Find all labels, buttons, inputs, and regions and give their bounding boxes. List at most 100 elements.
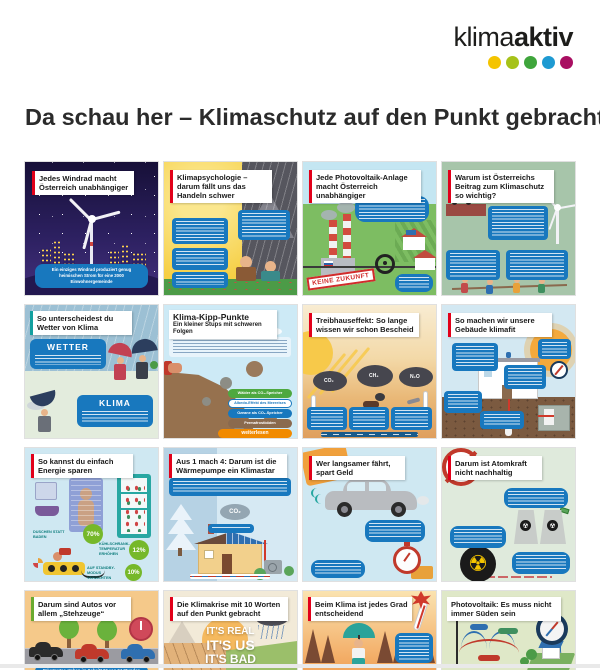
red-curve [459, 639, 519, 667]
car-blue [121, 649, 155, 659]
tile-title: Photovoltaik: Es muss nicht immer Süden … [447, 597, 561, 621]
wind-turbine-tower [556, 208, 559, 244]
text-box [172, 248, 228, 270]
gas-legend-strip [321, 432, 418, 437]
heating-pipe [538, 415, 554, 417]
person-skirt [352, 658, 365, 667]
page-title: Da schau her – Klimaschutz auf den Punkt… [25, 104, 600, 130]
infographic-grid: Ein einziges Windrad produziert genug he… [25, 162, 575, 670]
house-roof [413, 250, 436, 258]
tile-wetter-klima[interactable]: WETTER KLIMA So unterscheidest du Wetter… [25, 305, 158, 438]
tile-photovoltaik-anlage[interactable]: KEINE ZUKUNFT Jede Photovoltaik-Anlage m… [303, 162, 436, 295]
gas-label: CH₄ [369, 373, 379, 379]
solar-panel [406, 230, 416, 235]
speed-lines [311, 488, 323, 498]
compass-needle [545, 621, 559, 637]
house-roof [476, 358, 540, 362]
text-box [172, 272, 228, 288]
speech-bubble [365, 520, 425, 542]
read-more-pill[interactable]: weiterlesen [218, 429, 292, 438]
person-head [265, 261, 276, 272]
slogan-line: IT'S REAL [206, 626, 255, 637]
logo-dot-blue [542, 56, 555, 69]
speech-bubble [311, 560, 365, 578]
tile-title: Aus 1 mach 4: Darum ist die Wärmepumpe e… [169, 454, 287, 478]
shower-person-head [80, 488, 92, 500]
teal-umbrella [343, 623, 375, 638]
radiation-glyph: ☢ [549, 522, 556, 530]
text-box [504, 365, 546, 389]
tile-title: So kannst du einfach Energie sparen [31, 454, 133, 478]
stopwatch-crown [404, 542, 410, 546]
tile-title: Darum ist Atomkraft nicht nachhaltig [448, 456, 542, 480]
burnt-tree [321, 635, 335, 663]
person-head [117, 357, 124, 364]
intro-text-box [169, 478, 291, 496]
greenhouse-gas-cloud [357, 365, 393, 387]
tip-label: Auf Standby-Modus verzichten [87, 566, 115, 580]
turbine-hub [554, 204, 561, 211]
tile-title: Jede Photovoltaik-Anlage macht Österreic… [309, 170, 421, 203]
building-silhouette [41, 248, 51, 276]
tile-title: Jedes Windrad macht Österreich unabhängi… [32, 171, 134, 195]
house-window [204, 550, 214, 559]
tile-waermepumpe[interactable]: CO₂ Aus 1 mach 4: Darum ist die Wärmepum… [164, 448, 297, 581]
tile-title: Darum sind Autos vor allem „Stehzeuge“ [31, 597, 131, 621]
tile-atomkraft[interactable]: ♻ ☢ ☢ ☢ Darum ist Atomkraft nicht nachha… [442, 448, 575, 581]
tree [520, 657, 529, 666]
house [403, 237, 425, 250]
tile-klimapsychologie[interactable]: Klimapsychologie – darum fällt uns das H… [164, 162, 297, 295]
tile-beitrag-klimaschutz[interactable]: Warum ist Österreichs Beitrag zum Klimas… [442, 162, 575, 295]
tip-label: Duschen statt Baden [33, 530, 65, 539]
kipp-subtitle: Ein kleiner Stups mit schweren Folgen [173, 322, 262, 336]
tile-gebaeude-klimafit[interactable]: So machen wir unsere Gebäude klimafit [442, 305, 575, 438]
person-head [139, 355, 146, 362]
tile-energie-sparen[interactable]: 70% Duschen statt Baden 12% Kühlschrank-… [25, 448, 158, 581]
person-top [352, 648, 365, 659]
person-body [486, 285, 493, 294]
tree-top [59, 617, 79, 639]
clock-hand [140, 621, 142, 630]
stopwatch-icon [393, 546, 421, 574]
tile-pv-sueden[interactable]: Photovoltaik: Es muss nicht immer Süden … [442, 591, 575, 670]
compass-face [540, 617, 564, 641]
person-head [240, 256, 252, 268]
falling-rock [220, 377, 232, 389]
tile-stehzeuge[interactable]: Privatautos stehen im Schnitt 23 von 24 … [25, 591, 158, 670]
tile-title: Klima-Kipp-Punkte Ein kleiner Stups mit … [169, 310, 277, 339]
kipp-title: Klima-Kipp-Punkte [173, 312, 250, 322]
basement-room [538, 405, 570, 431]
person-head [41, 409, 48, 416]
car-wheel [34, 654, 41, 661]
text-box [446, 250, 500, 280]
tree-trunk [178, 548, 182, 556]
tile-windrad[interactable]: Ein einziges Windrad produziert genug he… [25, 162, 158, 295]
tile-klimakrise-10-worte[interactable]: IT'S REAL IT'S US IT'S BAD EXPERTS AGREE… [164, 591, 297, 670]
car-black [29, 647, 63, 657]
exhaust-puff [417, 496, 429, 505]
text-box [488, 206, 548, 240]
tile-jedes-grad[interactable]: Beim Klima ist jedes Grad entscheidend [303, 591, 436, 670]
tree-trunk [67, 635, 71, 651]
radiation-icon: ☢ [547, 520, 558, 531]
greenhouse-gas-cloud [399, 367, 433, 387]
valve-center [383, 261, 387, 265]
tile-langsamer-fahren[interactable]: -23% Wer langsamer fährt, spart Geld [303, 448, 436, 581]
text-box [238, 210, 290, 240]
page-cut-band [0, 664, 600, 668]
tipping-point-pill: Permafrostböden [228, 419, 292, 428]
person-body [513, 283, 520, 293]
house-door [222, 554, 232, 574]
sun-icon [303, 331, 333, 375]
heat-pump-fan [268, 563, 277, 572]
person-head [487, 279, 493, 285]
speed-lines [315, 494, 327, 504]
tree [150, 361, 158, 369]
tile-caption: Privatautos stehen im Schnitt 23 von 24 … [35, 666, 148, 670]
stat-circle: 12% [129, 540, 149, 560]
tile-kipp-punkte[interactable]: Wälder als CO₂-Speicher Albedo-Effekt de… [164, 305, 297, 438]
car-cabin [127, 644, 143, 651]
tile-treibhauseffekt[interactable]: CO₂ CH₄ N₂O Treibhauseffekt: So lange wi… [303, 305, 436, 438]
text-box [444, 391, 482, 413]
text-box [538, 339, 571, 359]
